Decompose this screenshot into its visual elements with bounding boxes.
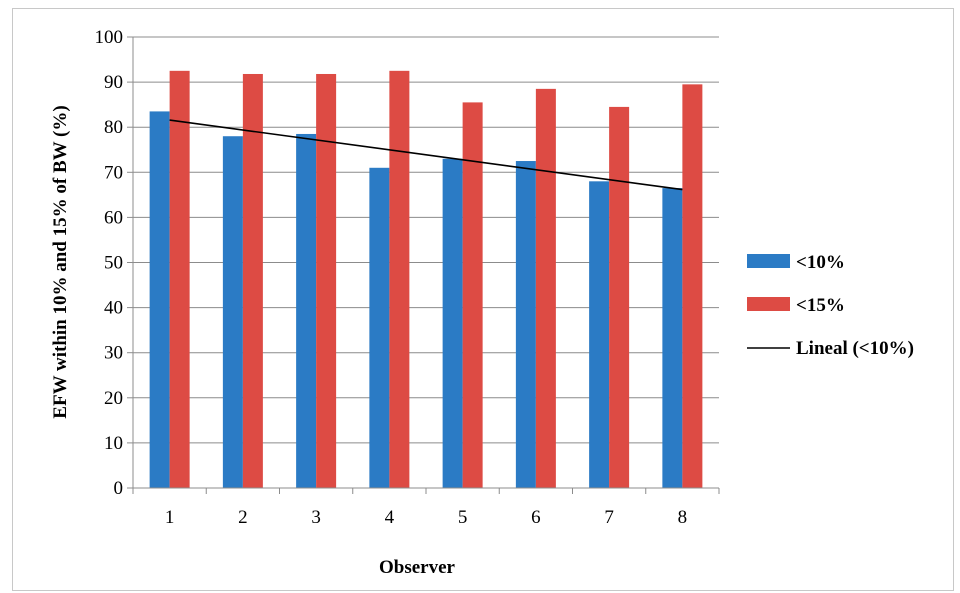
bar-series1-obs4 xyxy=(389,70,410,488)
trendline xyxy=(169,119,683,191)
y-tick-label-50: 50 xyxy=(104,253,123,274)
x-tick-label-3: 3 xyxy=(311,507,321,528)
bar-series1-obs3 xyxy=(316,73,337,489)
x-tick-label-6: 6 xyxy=(531,507,541,528)
trendline-layer xyxy=(169,119,683,191)
x-tick-label-7: 7 xyxy=(604,507,614,528)
x-tick-label-5: 5 xyxy=(458,507,468,528)
bar-series1-obs5 xyxy=(462,102,483,489)
y-tick-label-60: 60 xyxy=(104,207,123,228)
x-tick-label-4: 4 xyxy=(385,507,395,528)
bar-series0-obs3 xyxy=(296,133,317,488)
bar-series0-obs5 xyxy=(442,158,463,488)
legend-label-trendline: Lineal (<10%) xyxy=(796,338,914,359)
bar-series1-obs8 xyxy=(682,84,703,488)
y-tick-label-40: 40 xyxy=(104,298,123,319)
bar-series0-obs8 xyxy=(662,188,683,488)
legend-swatch-lt10 xyxy=(747,254,790,268)
x-tick-label-8: 8 xyxy=(678,507,688,528)
bar-series1-obs1 xyxy=(169,70,190,488)
bar-series1-obs2 xyxy=(242,73,263,489)
y-tick-label-0: 0 xyxy=(114,478,124,499)
bar-series1-obs6 xyxy=(535,88,556,489)
bar-series1-obs7 xyxy=(609,106,630,488)
y-tick-labels: 0 10 20 30 40 50 60 70 80 90 100 xyxy=(95,27,124,499)
y-tick-label-10: 10 xyxy=(104,433,123,454)
x-tick-label-2: 2 xyxy=(238,507,248,528)
y-axis-title: EFW within 10% and 15% of BW (%) xyxy=(50,105,71,418)
y-tick-label-30: 30 xyxy=(104,343,123,364)
y-tick-label-90: 90 xyxy=(104,72,123,93)
x-axis-title: Observer xyxy=(379,557,456,578)
bars xyxy=(149,70,703,489)
x-tick-labels: 1 2 3 4 5 6 7 8 xyxy=(165,507,687,528)
y-tick-label-20: 20 xyxy=(104,388,123,409)
bar-series0-obs6 xyxy=(515,161,536,488)
legend: <10% <15% Lineal (<10%) xyxy=(747,252,914,359)
y-tick-label-80: 80 xyxy=(104,117,123,138)
legend-label-lt10: <10% xyxy=(796,252,845,273)
bar-series0-obs7 xyxy=(589,181,610,488)
bar-series0-obs2 xyxy=(222,136,243,488)
bar-series0-obs4 xyxy=(369,167,390,489)
x-tick-label-1: 1 xyxy=(165,507,175,528)
axes xyxy=(127,36,720,494)
y-tick-label-70: 70 xyxy=(104,162,123,183)
legend-swatch-lt15 xyxy=(747,297,790,311)
y-tick-label-100: 100 xyxy=(95,27,124,48)
bar-series0-obs1 xyxy=(149,111,170,488)
grid-lines xyxy=(133,36,719,444)
legend-label-lt15: <15% xyxy=(796,295,845,316)
